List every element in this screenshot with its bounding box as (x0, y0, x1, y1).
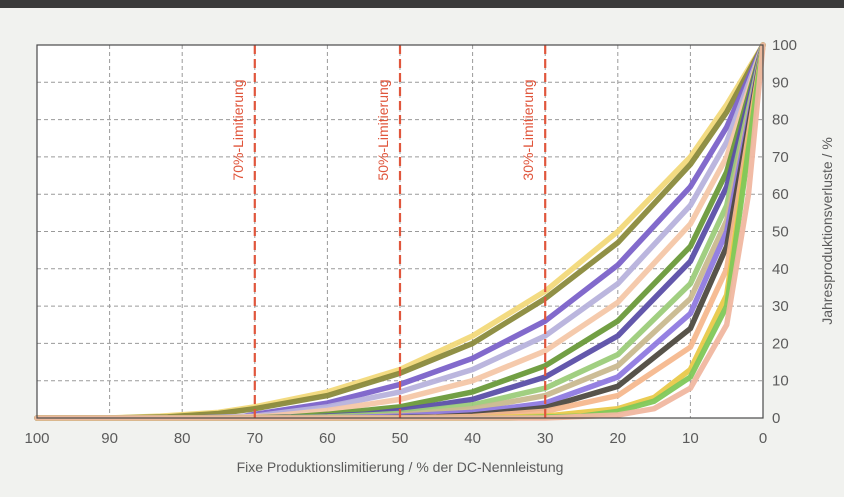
x-axis-title: Fixe Produktionslimitierung / % der DC-N… (237, 459, 564, 475)
x-tick-label: 30 (537, 430, 554, 447)
x-tick-label: 10 (682, 430, 699, 447)
y-tick-label: 50 (772, 224, 789, 241)
y-tick-label: 0 (772, 410, 780, 427)
y-axis-title: Jahresproduktionsverluste / % (819, 137, 835, 325)
x-tick-label: 20 (609, 430, 626, 447)
y-tick-label: 30 (772, 298, 789, 315)
plot-border (36, 44, 764, 419)
limit-label-30: 30%-Limitierung (520, 79, 536, 180)
y-tick-label: 90 (772, 74, 789, 91)
x-tick-label: 100 (24, 430, 49, 447)
x-tick-label: 90 (101, 430, 118, 447)
y-tick-label: 80 (772, 112, 789, 129)
y-tick-label: 100 (772, 37, 797, 54)
x-tick-labels: 100 90 80 70 60 50 40 30 20 10 0 (24, 430, 767, 447)
limit-lines: 70%-Limitierung 50%-Limitierung 30%-Limiti… (230, 45, 547, 418)
y-tick-label: 70 (772, 149, 789, 166)
x-tick-label: 40 (464, 430, 481, 447)
y-tick-label: 40 (772, 261, 789, 278)
x-tick-label: 50 (392, 430, 409, 447)
y-tick-label: 60 (772, 186, 789, 203)
y-tick-label: 20 (772, 335, 789, 352)
x-tick-label: 60 (319, 430, 336, 447)
y-tick-label: 10 (772, 373, 789, 390)
limit-label-70: 70%-Limitierung (230, 79, 246, 180)
limit-label-50: 50%-Limitierung (375, 79, 391, 180)
x-tick-label: 80 (174, 430, 191, 447)
x-tick-label: 70 (246, 430, 263, 447)
x-tick-label: 0 (759, 430, 767, 447)
top-bar (0, 0, 844, 8)
y-tick-labels: 0 10 20 30 40 50 60 70 80 90 100 (772, 37, 797, 427)
